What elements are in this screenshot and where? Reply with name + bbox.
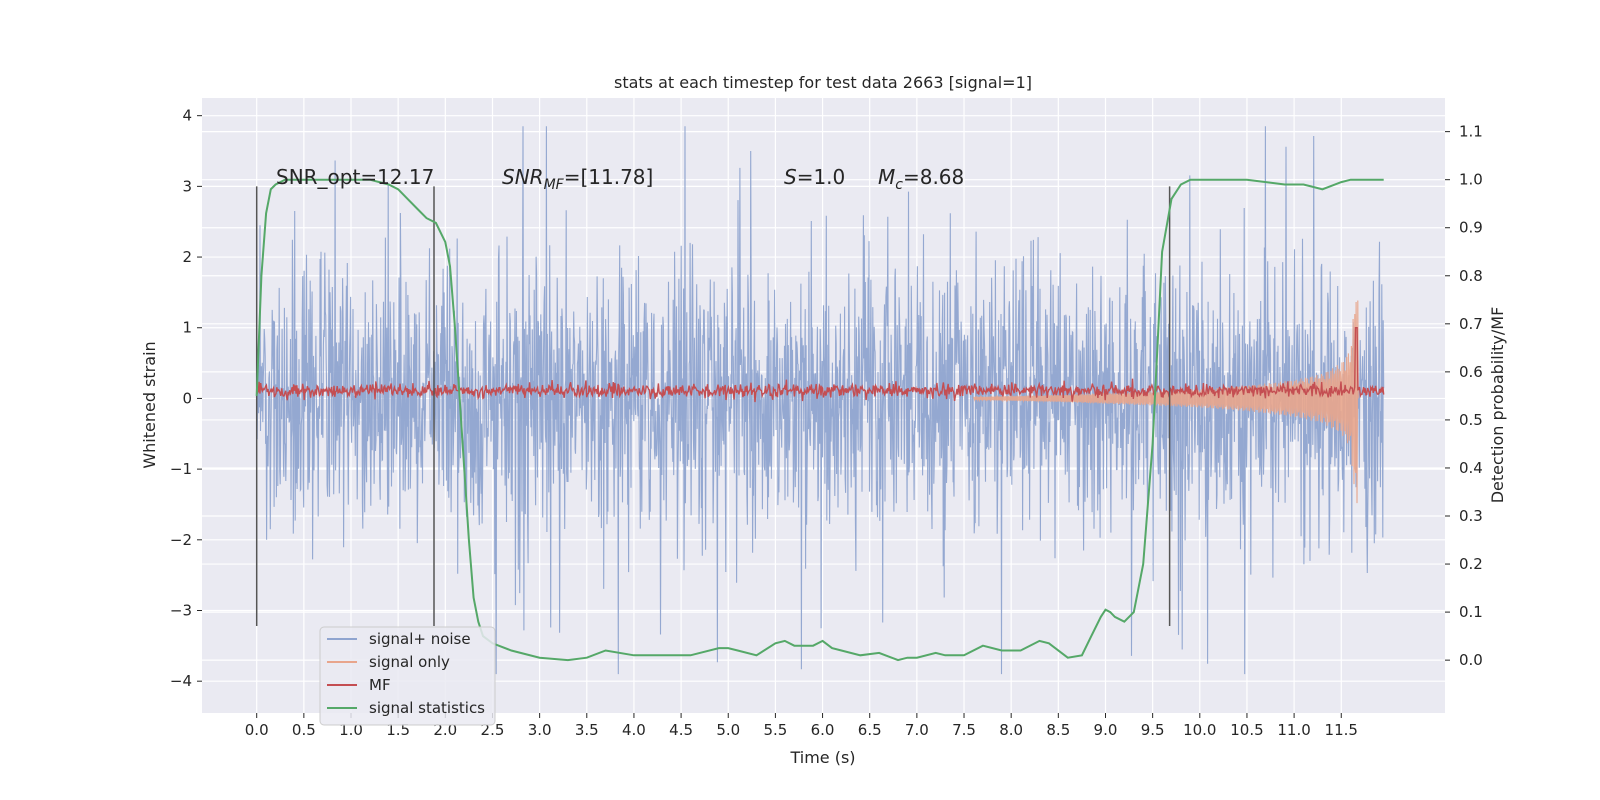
x-tick-label: 0.0 (245, 721, 269, 739)
y-tick-label-left: 3 (182, 177, 192, 195)
y-tick-label-left: 0 (182, 389, 192, 407)
x-tick-label: 4.0 (622, 721, 646, 739)
x-tick-label: 7.0 (905, 721, 929, 739)
signal-noise-line (256, 126, 1385, 675)
legend-box (319, 626, 496, 726)
x-tick-label: 10.5 (1230, 721, 1263, 739)
x-tick-label: 8.0 (999, 721, 1023, 739)
x-tick-label: 3.5 (575, 721, 599, 739)
annotation-s: S=1.0 (784, 165, 845, 189)
y-tick-label-left: −3 (170, 602, 192, 620)
x-tick-label: 11.0 (1277, 721, 1310, 739)
legend: signal+ noise signal only MF signal stat… (319, 626, 496, 726)
x-tick-label: 8.5 (1046, 721, 1070, 739)
legend-entry-signal-only: signal only (327, 653, 450, 671)
x-tick-label: 11.5 (1325, 721, 1358, 739)
mc-subscript: c (895, 177, 903, 193)
x-tick-label: 6.0 (811, 721, 835, 739)
signal-statistics-line (255, 178, 1384, 662)
legend-entry-signal-statistics: signal statistics (327, 699, 485, 717)
y-tick-label-right: 0.5 (1459, 411, 1483, 429)
x-axis-label: Time (s) (789, 748, 855, 767)
mf-line (256, 327, 1385, 403)
y-ticks-right: 1.1 1.0 0.9 0.8 0.7 0.6 0.5 0.4 0.3 0.2 0.1 0.0 (1445, 123, 1483, 669)
chart-title: stats at each timestep for test data 266… (614, 73, 1032, 92)
y-tick-label-right: 0.0 (1459, 651, 1483, 669)
y-tick-label-left: −2 (170, 531, 192, 549)
legend-label: signal statistics (369, 699, 485, 717)
signal-statistics-series (255, 178, 1384, 662)
vertical-markers (255, 186, 1171, 627)
y-tick-label-right: 0.6 (1459, 363, 1483, 381)
mc-value: =8.68 (903, 165, 964, 189)
annotation-snr-opt: SNR_opt=12.17 (276, 165, 434, 189)
annotation-snr-mf: SNRMF=[11.78] (502, 165, 653, 193)
signal-only-series (972, 300, 1359, 504)
mf-series (256, 327, 1385, 403)
y-tick-label-right: 0.1 (1459, 603, 1483, 621)
y-tick-label-left: 2 (182, 248, 192, 266)
annotation-mc: Mc=8.68 (878, 165, 964, 193)
y-tick-label-right: 0.9 (1459, 219, 1483, 237)
legend-label: MF (369, 676, 391, 694)
snr-mf-subscript: MF (544, 177, 565, 193)
x-tick-label: 5.5 (763, 721, 787, 739)
x-tick-label: 0.5 (292, 721, 316, 739)
y-tick-label-right: 0.2 (1459, 555, 1483, 573)
x-tick-label: 9.5 (1141, 721, 1165, 739)
y-tick-label-right: 1.0 (1459, 171, 1483, 189)
y-tick-label-left: 4 (182, 107, 192, 125)
legend-entry-mf: MF (327, 676, 391, 694)
y-tick-label-right: 0.4 (1459, 459, 1483, 477)
legend-entry-signal-noise: signal+ noise (327, 630, 471, 648)
y-ticks-left: 4 3 2 1 0 −1 −2 −3 −4 (170, 107, 202, 690)
mc-symbol: M (878, 165, 895, 189)
signal-only-line (972, 300, 1359, 504)
y-tick-label-right: 0.3 (1459, 507, 1483, 525)
snr-mf-value: =[11.78] (564, 165, 654, 189)
legend-label: signal only (369, 653, 450, 671)
s-value: =1.0 (797, 165, 846, 189)
s-symbol: S (784, 165, 797, 189)
x-tick-label: 4.5 (669, 721, 693, 739)
signal-noise-series (256, 126, 1385, 675)
y-tick-label-right: 0.7 (1459, 315, 1483, 333)
x-tick-label: 6.5 (858, 721, 882, 739)
x-tick-label: 10.0 (1183, 721, 1216, 739)
y-axis-label-right: Detection probability/MF (1488, 307, 1507, 504)
y-tick-label-left: −4 (170, 672, 192, 690)
y-tick-label-left: −1 (170, 460, 192, 478)
y-axis-label-left: Whitened strain (140, 341, 159, 468)
legend-label: signal+ noise (369, 630, 471, 648)
snr-mf-symbol: SNR (502, 165, 544, 189)
x-tick-label: 5.0 (716, 721, 740, 739)
y-tick-label-right: 0.8 (1459, 267, 1483, 285)
x-tick-label: 7.5 (952, 721, 976, 739)
x-ticks: 0.0 0.5 1.0 1.5 2.0 2.5 3.0 3.5 4.0 4.5 5.0 5.5 6.0 6… (245, 713, 1358, 739)
y-tick-label-right: 1.1 (1459, 123, 1483, 141)
x-tick-label: 9.0 (1094, 721, 1118, 739)
y-tick-label-left: 1 (182, 319, 192, 337)
x-tick-label: 3.0 (528, 721, 552, 739)
